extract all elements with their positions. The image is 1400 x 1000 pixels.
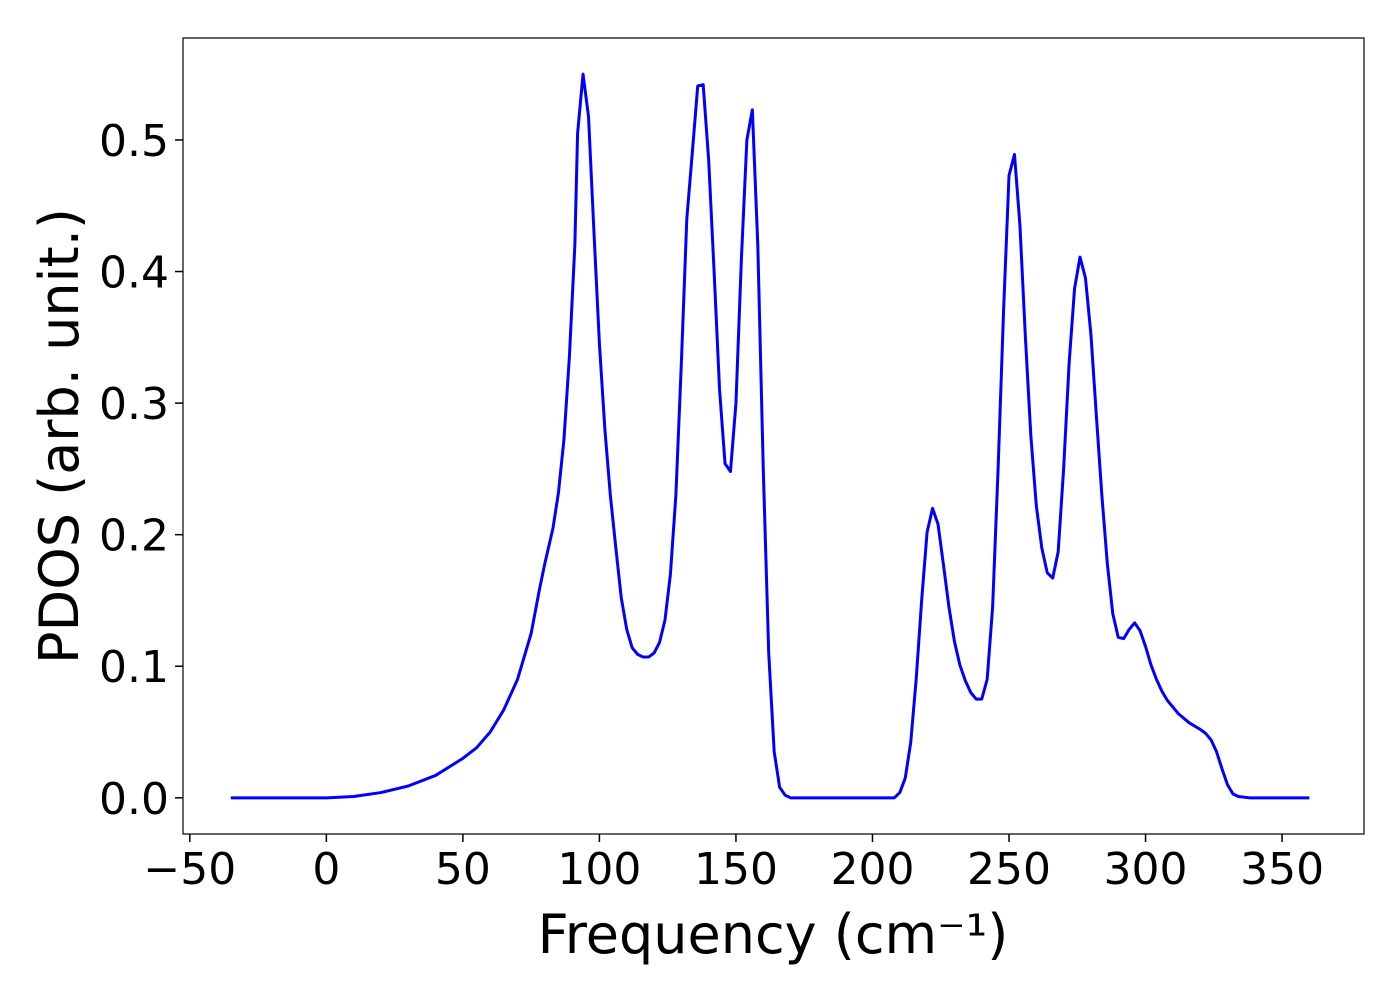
y-tick-label: 0.2 (99, 511, 169, 562)
x-tick-label: 150 (694, 844, 778, 895)
y-tick-label: 0.5 (99, 116, 169, 167)
x-tick-label: 200 (830, 844, 914, 895)
x-tick-label: 350 (1240, 844, 1324, 895)
x-tick-label: 100 (557, 844, 641, 895)
x-tick-label: 300 (1104, 844, 1188, 895)
x-tick-label: 50 (435, 844, 491, 895)
x-tick-label: −50 (143, 844, 236, 895)
y-tick-label: 0.3 (99, 379, 169, 430)
line (230, 72, 1310, 800)
y-axis-label: PDOS (arb. unit.) (28, 208, 91, 664)
plot-frame (182, 37, 1365, 835)
y-tick-label: 0.1 (99, 642, 169, 693)
x-tick-label: 0 (312, 844, 340, 895)
y-tick-label: 0.4 (99, 248, 169, 299)
x-axis-label: Frequency (cm⁻¹) (538, 903, 1009, 966)
x-tick-label: 250 (967, 844, 1051, 895)
y-tick-label: 0.0 (99, 774, 169, 825)
